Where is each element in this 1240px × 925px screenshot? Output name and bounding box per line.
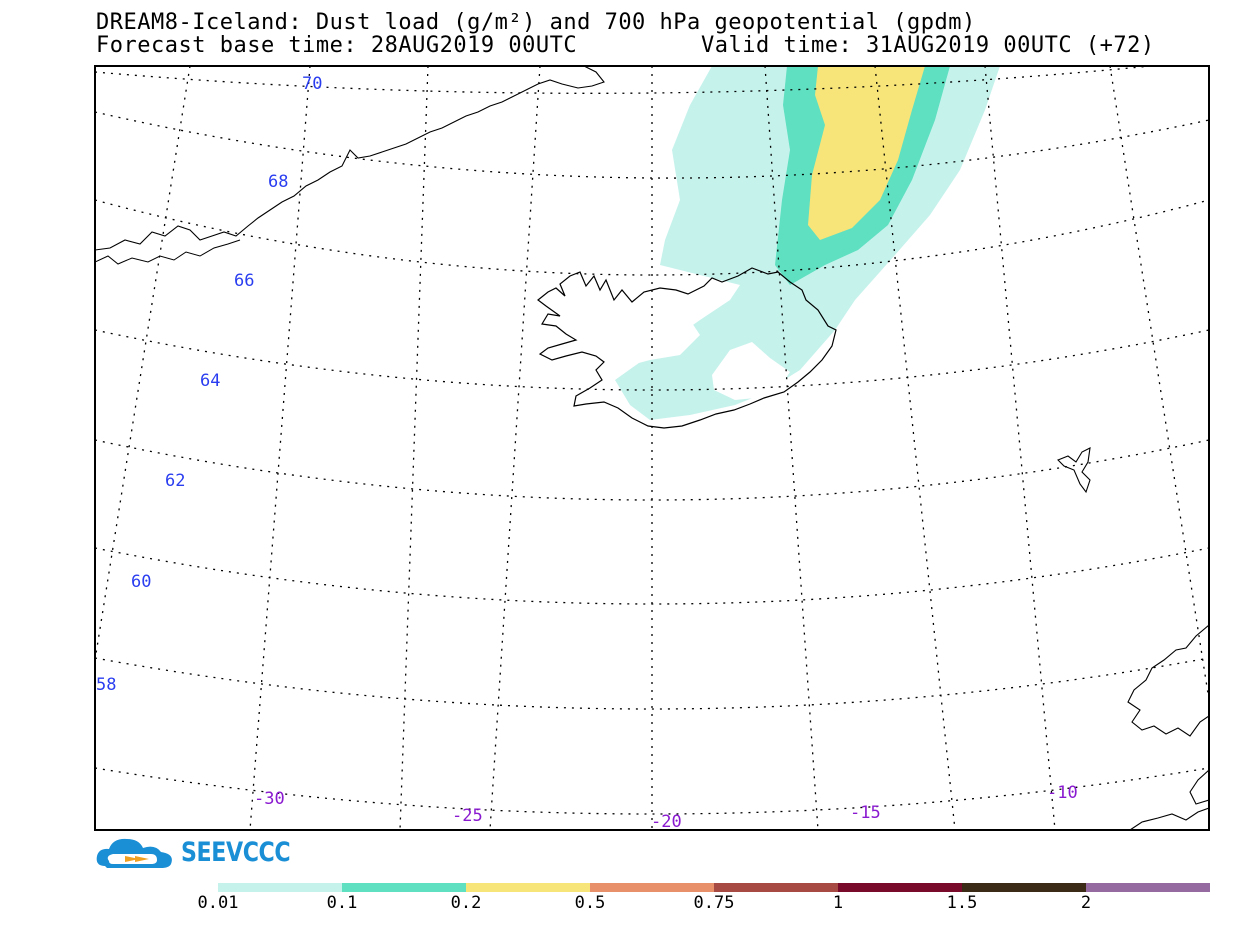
scotland-coastline-2 (1189, 769, 1209, 805)
greenland-coastline-2 (95, 239, 241, 265)
cloud-logo-icon (96, 838, 172, 868)
dust-area-high (808, 66, 925, 240)
iceland-inland-clear (712, 342, 790, 400)
colorbar-segment-2 (466, 883, 590, 892)
meridians (95, 66, 1209, 830)
valid-time: Valid time: 31AUG2019 00UTC (+72) (701, 33, 1155, 58)
scotland-coastline (1127, 624, 1209, 737)
lat-label-60: 60 (131, 572, 151, 592)
colorbar-segment-0 (218, 883, 342, 892)
logo-text: SEEVCCC (181, 837, 291, 868)
colorbar-segment-4 (714, 883, 838, 892)
colorbar-label: 1 (832, 893, 844, 913)
forecast-base-time: Forecast base time: 28AUG2019 00UTC (96, 33, 578, 58)
lon-label-minus15: -15 (850, 803, 881, 823)
colorbar-label: 1.5 (946, 893, 978, 913)
map-subtitle: Forecast base time: 28AUG2019 00UTC Valid… (96, 33, 1154, 58)
iceland-coastline (537, 267, 837, 429)
map-frame (94, 65, 1210, 831)
colorbar-label: 0.2 (450, 893, 482, 913)
lat-label-62: 62 (165, 471, 185, 491)
lon-label-minus30: -30 (254, 789, 285, 809)
lat-label-70: 70 (302, 74, 322, 94)
lat-label-64: 64 (200, 371, 220, 391)
lat-label-68: 68 (268, 172, 288, 192)
longitude-labels: -30 -25 -20 -15 -10 (254, 783, 1078, 832)
latitude-labels: 70 68 66 64 62 60 58 (96, 74, 322, 695)
iceland-west-clear (590, 320, 700, 368)
map-layers (95, 66, 1209, 830)
colorbar-segment-3 (590, 883, 714, 892)
colorbar-segment-6 (962, 883, 1086, 892)
colorbar-segment-5 (838, 883, 962, 892)
colorbar-label: 0.75 (693, 893, 735, 913)
lon-label-minus25: -25 (452, 806, 483, 826)
colorbar-label: 0.1 (326, 893, 358, 913)
colorbar-label: 0.01 (197, 893, 239, 913)
lon-label-minus20: -20 (651, 812, 682, 832)
colorbar-label: 2 (1080, 893, 1092, 913)
faroe-islands (1057, 447, 1091, 494)
lat-label-58: 58 (96, 675, 116, 695)
greenland-coastline (95, 66, 605, 251)
parallels (95, 66, 1209, 815)
seevccc-logo: SEEVCCC (95, 834, 315, 874)
lat-label-66: 66 (234, 271, 254, 291)
lon-label-minus10: -10 (1047, 783, 1078, 803)
ireland-coastline (1129, 807, 1209, 830)
colorbar-label: 0.5 (574, 893, 606, 913)
colorbar-segment-1 (342, 883, 466, 892)
colorbar-segment-7 (1086, 883, 1210, 892)
map-title: DREAM8-Iceland: Dust load (g/m²) and 700… (96, 10, 976, 35)
